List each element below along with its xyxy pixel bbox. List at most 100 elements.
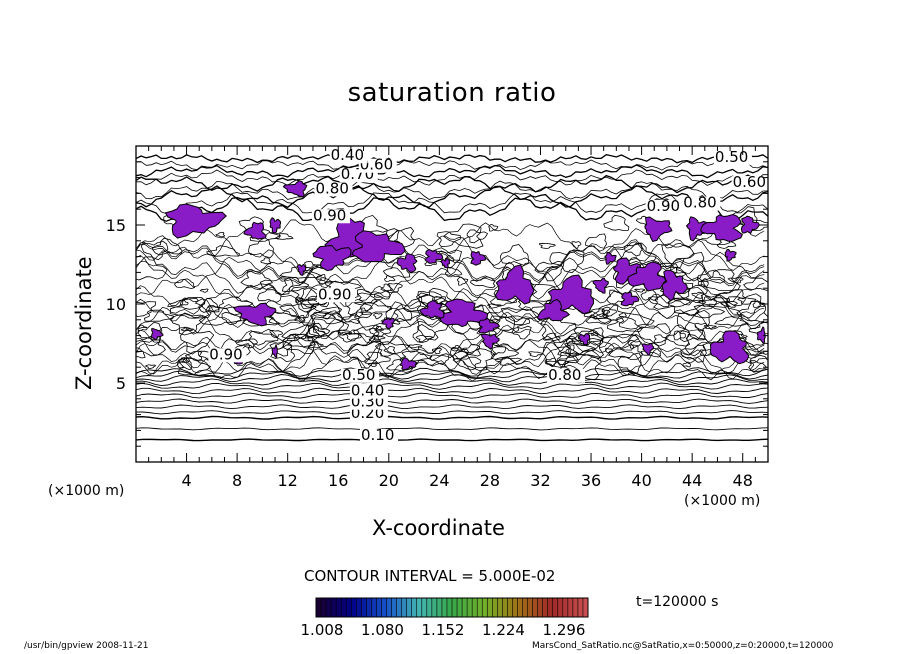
contour-line bbox=[136, 374, 768, 383]
colorbar-tick-label: 1.080 bbox=[361, 621, 404, 639]
contour-line bbox=[342, 313, 361, 325]
x-tick-label: 16 bbox=[328, 471, 348, 490]
contour-line bbox=[714, 315, 749, 327]
x-tick-label: 20 bbox=[379, 471, 399, 490]
contour-label-bg bbox=[208, 348, 247, 363]
contour-line bbox=[136, 367, 768, 377]
supersaturated-region bbox=[243, 221, 267, 240]
contour-line bbox=[136, 438, 768, 442]
colorbar-stripe bbox=[527, 598, 534, 617]
contour-line bbox=[539, 242, 556, 249]
supersaturated-region bbox=[494, 264, 535, 305]
contour-line bbox=[136, 378, 768, 387]
contour-line bbox=[137, 324, 148, 332]
contour-line bbox=[726, 293, 762, 319]
contour-label: 0.50 bbox=[342, 366, 375, 384]
contour-label: 0.90 bbox=[313, 206, 346, 224]
contour-line bbox=[528, 351, 544, 357]
contour-line bbox=[140, 240, 169, 261]
contour-line bbox=[151, 237, 183, 256]
contour-line bbox=[136, 153, 768, 164]
supersaturated-region bbox=[578, 333, 591, 346]
contour-line bbox=[640, 347, 662, 358]
contour-line bbox=[490, 346, 520, 360]
contour-line bbox=[136, 228, 765, 275]
colorbar-stripe bbox=[542, 598, 549, 617]
contour-line bbox=[136, 301, 157, 317]
colorbar-stripe bbox=[356, 598, 362, 617]
contour-line bbox=[488, 223, 499, 232]
contour-line bbox=[752, 300, 766, 309]
contour-line bbox=[653, 334, 668, 344]
contour-line bbox=[177, 357, 211, 376]
contour-line bbox=[452, 356, 482, 371]
contour-line bbox=[700, 269, 741, 292]
contour-line bbox=[727, 276, 744, 284]
contour-line bbox=[354, 307, 373, 320]
x-tick-label: 36 bbox=[581, 471, 601, 490]
contour-line bbox=[206, 245, 240, 257]
supersaturated-region bbox=[269, 217, 282, 234]
contour-label: 0.90 bbox=[209, 345, 242, 363]
contour-line bbox=[357, 292, 384, 304]
contour-lines bbox=[136, 153, 768, 442]
contour-line bbox=[290, 286, 330, 302]
colorbar-stripe bbox=[416, 598, 423, 617]
contour-line bbox=[136, 382, 768, 390]
contour-line bbox=[633, 288, 646, 293]
contour-line bbox=[136, 169, 768, 186]
contour-line bbox=[145, 364, 157, 370]
time-label: t=120000 s bbox=[636, 594, 719, 610]
contour-line bbox=[281, 276, 310, 293]
colorbar-stripe bbox=[487, 598, 493, 617]
contour-line bbox=[136, 298, 765, 346]
contour-line bbox=[540, 316, 577, 341]
colorbar-frame bbox=[315, 597, 589, 618]
supersaturated-region bbox=[724, 248, 737, 262]
contour-line bbox=[415, 334, 434, 344]
contour-label: 0.50 bbox=[715, 148, 748, 166]
colorbar-stripe bbox=[532, 598, 539, 617]
y-tick-label: 10 bbox=[106, 295, 126, 314]
contour-line bbox=[173, 278, 196, 290]
colorbar-stripe bbox=[497, 598, 503, 617]
footer-left: /usr/bin/gpview 2008-11-21 bbox=[24, 641, 149, 651]
contour-line bbox=[359, 301, 392, 316]
supersaturated-regions bbox=[150, 180, 766, 371]
colorbar-stripe bbox=[316, 598, 322, 617]
colorbar-stripe bbox=[411, 598, 418, 617]
contour-line bbox=[563, 342, 596, 355]
contour-line bbox=[317, 277, 333, 285]
contour-line bbox=[136, 184, 768, 209]
supersaturated-region bbox=[282, 180, 308, 198]
contour-line bbox=[583, 308, 610, 319]
supersaturated-region bbox=[296, 263, 307, 276]
colorbar-stripe bbox=[482, 598, 488, 617]
contour-line bbox=[640, 287, 658, 301]
colorbar-tick-label: 1.296 bbox=[543, 621, 586, 639]
supersaturated-region bbox=[536, 298, 571, 322]
contour-label-bg bbox=[645, 199, 684, 214]
colorbar-stripe bbox=[421, 598, 428, 617]
contour-line bbox=[136, 164, 768, 179]
contour-label: 0.80 bbox=[683, 194, 716, 212]
contour-line bbox=[295, 298, 320, 313]
supersaturated-region bbox=[418, 300, 445, 319]
contour-line bbox=[311, 312, 344, 341]
contour-line bbox=[373, 290, 391, 300]
contour-line bbox=[136, 347, 146, 359]
contour-line bbox=[500, 307, 540, 326]
contour-line bbox=[373, 312, 383, 320]
contour-line bbox=[412, 324, 439, 343]
contour-line bbox=[136, 241, 765, 287]
supersaturated-region bbox=[271, 344, 278, 359]
colorbar-stripe bbox=[547, 598, 554, 617]
colorbar-tick-label: 1.224 bbox=[482, 621, 525, 639]
contour-line bbox=[310, 306, 343, 325]
colorbar-stripe bbox=[351, 598, 357, 617]
colorbar-stripe bbox=[366, 598, 372, 617]
colorbar-stripe bbox=[361, 598, 367, 617]
contour-value-labels: 0.100.200.300.400.50 0.800.900.900.900.80… bbox=[208, 146, 770, 444]
